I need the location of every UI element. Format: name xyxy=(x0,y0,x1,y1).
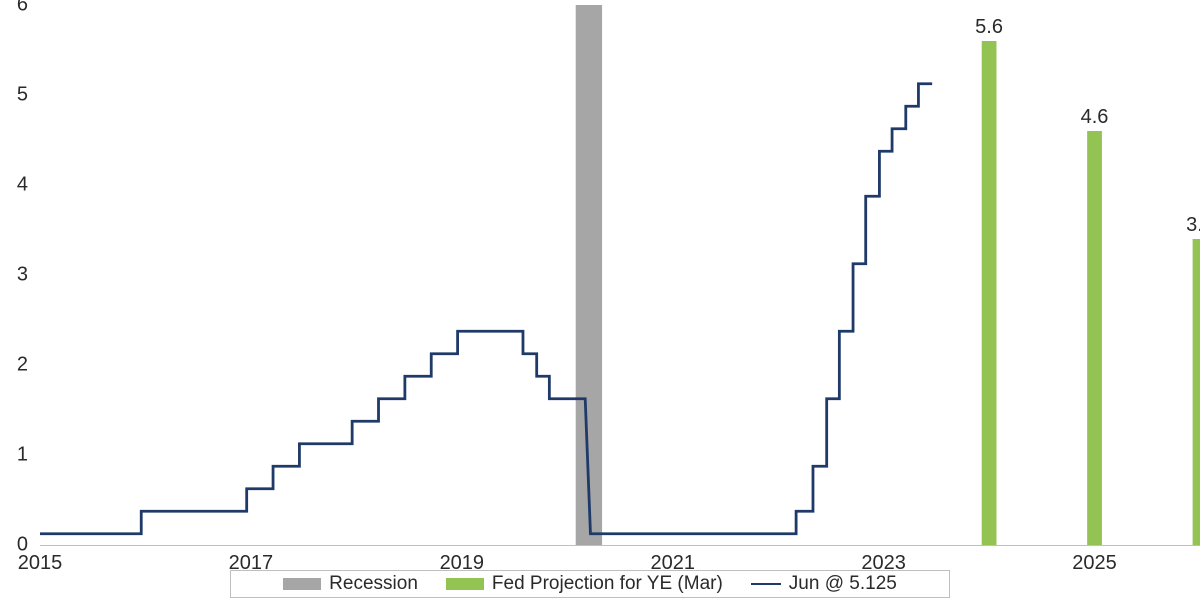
projection-bar-label: 4.6 xyxy=(1081,106,1109,128)
legend-swatch xyxy=(446,578,484,590)
y-axis-tick-label: 5 xyxy=(17,83,28,105)
legend-label: Recession xyxy=(329,573,418,595)
y-axis-tick-label: 6 xyxy=(17,0,28,15)
projection-bar xyxy=(982,41,997,545)
legend-swatch xyxy=(283,578,321,590)
chart-legend: Recession Fed Projection for YE (Mar) Jun … xyxy=(230,570,950,598)
legend-label: Fed Projection for YE (Mar) xyxy=(492,573,723,595)
fed-funds-rate-chart: 01234562015201720192021202320255.64.63.4… xyxy=(0,0,1200,600)
projection-bar xyxy=(1087,131,1102,545)
legend-line-swatch xyxy=(751,583,781,585)
y-axis-tick-label: 2 xyxy=(17,353,28,375)
x-axis-tick-label: 2025 xyxy=(1072,552,1117,574)
legend-item: Jun @ 5.125 xyxy=(751,573,897,595)
x-axis-tick-label: 2015 xyxy=(18,552,63,574)
legend-label: Jun @ 5.125 xyxy=(789,573,897,595)
y-axis-tick-label: 3 xyxy=(17,263,28,285)
projection-bar-label: 5.6 xyxy=(975,16,1003,38)
y-axis-tick-label: 4 xyxy=(17,173,28,195)
legend-item: Fed Projection for YE (Mar) xyxy=(446,573,723,595)
chart-svg: 01234562015201720192021202320255.64.63.4 xyxy=(0,0,1200,600)
y-axis-tick-label: 1 xyxy=(17,443,28,465)
projection-bar-label: 3.4 xyxy=(1186,214,1200,236)
projection-bar xyxy=(1193,239,1200,545)
legend-item: Recession xyxy=(283,573,418,595)
